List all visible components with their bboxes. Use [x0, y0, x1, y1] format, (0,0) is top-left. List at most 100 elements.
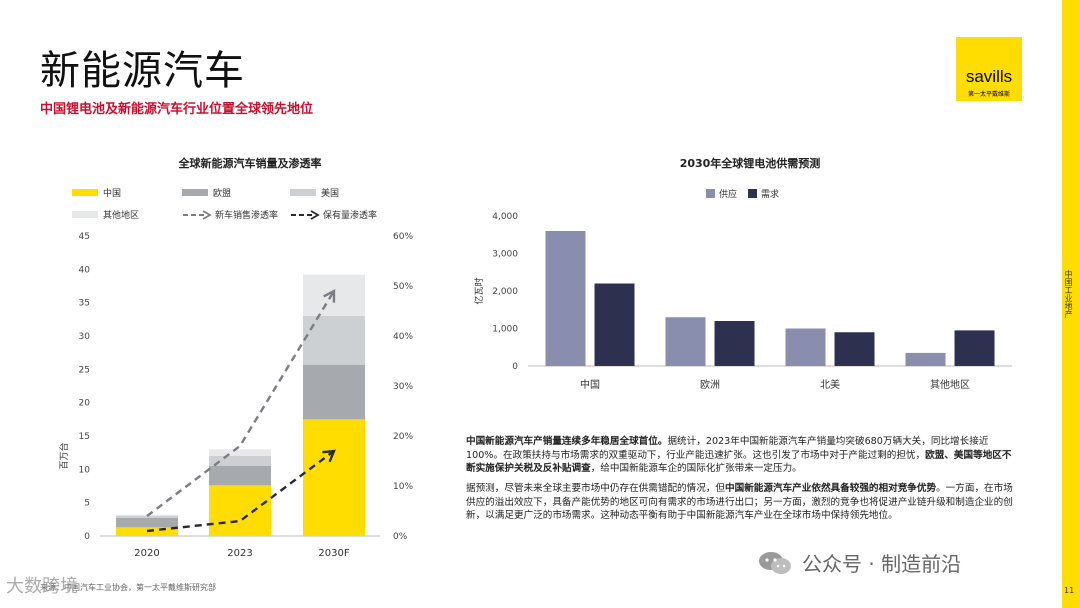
y2-tick-label: 10% — [393, 482, 413, 492]
y-tick-label: 0 — [84, 532, 90, 542]
source-note: 来源：中国汽车工业协会，第一太平戴维斯研究部 — [40, 583, 216, 592]
legend-swatch — [182, 189, 208, 196]
bar — [665, 317, 706, 366]
page-title: 新能源汽车 — [40, 48, 245, 94]
legend-item-stock-penetration: 保有量渗透率 — [290, 208, 377, 221]
legend-label: 供应 — [719, 190, 738, 200]
text-run: 据统计，2023年中国新能源汽车产销量均突破680万辆大关，同比增长接近100%… — [466, 436, 989, 461]
bar — [594, 283, 635, 366]
y-tick-label: 5 — [84, 499, 90, 509]
y2-tick-label: 20% — [393, 432, 413, 442]
bar-segment — [209, 485, 271, 536]
legend-item-eu: 欧盟 — [182, 186, 231, 199]
y2-tick-label: 50% — [393, 282, 413, 292]
x-tick-label: 2020 — [134, 548, 159, 559]
left-chart-title: 全球新能源汽车销量及渗透率 — [178, 157, 322, 170]
corner-watermark: 大数跨境 — [6, 576, 78, 597]
paragraph-1: 中国新能源汽车产销量连续多年稳居全球首位。据统计，2023年中国新能源汽车产销量… — [466, 435, 1018, 476]
side-label: 中国工业地产 — [1064, 270, 1073, 318]
bar-segment — [209, 449, 271, 456]
legend-label: 美国 — [321, 189, 340, 199]
y-axis-label: 百万台 — [58, 442, 70, 469]
y-tick-label: 4,000 — [492, 212, 518, 222]
text-run: 中国新能源汽车产业依然具备较强的相对竞争优势 — [725, 483, 937, 494]
legend-label: 新车销售渗透率 — [215, 211, 279, 221]
legend-swatch — [72, 189, 98, 196]
arrow-head — [323, 289, 336, 303]
x-tick-label: 欧洲 — [700, 379, 720, 391]
bar-segment — [303, 364, 365, 420]
legend-item-demand: 需求 — [748, 187, 779, 200]
legend-item-sales-penetration: 新车销售渗透率 — [182, 208, 278, 221]
logo-word: savills — [965, 67, 1013, 86]
page-number: 11 — [1064, 586, 1075, 595]
y-tick-label: 2,000 — [492, 287, 518, 297]
legend-swatch — [290, 189, 316, 196]
x-tick-label: 中国 — [580, 378, 600, 391]
bar-segment — [116, 527, 178, 536]
bar — [954, 330, 995, 366]
y-tick-label: 35 — [79, 299, 90, 309]
legend-item-supply: 供应 — [706, 187, 737, 200]
y2-tick-label: 60% — [393, 232, 413, 242]
x-tick-label: 北美 — [820, 378, 840, 391]
legend-item-china: 中国 — [72, 186, 121, 199]
legend-swatch — [72, 211, 98, 218]
text-run: 中国新能源汽车产销量连续多年稳居全球首位。 — [466, 436, 668, 447]
legend-label: 保有量渗透率 — [323, 211, 378, 221]
bar — [714, 321, 755, 366]
y-tick-label: 25 — [79, 365, 90, 375]
logo-sub: 第一太平戴维斯 — [967, 91, 1010, 98]
page-subtitle: 中国锂电池及新能源汽车行业位置全球领先地位 — [40, 102, 314, 117]
y2-tick-label: 40% — [393, 332, 413, 342]
y-tick-label: 40 — [79, 265, 91, 275]
bar-segment — [209, 466, 271, 486]
text-run: 据预测，尽管未来全球主要市场中仍存在供需错配的情况，但 — [466, 483, 726, 494]
watermark: 公众号 · 制造前沿 — [758, 548, 961, 577]
x-tick-label: 其他地区 — [930, 378, 970, 391]
bar-segment — [303, 419, 365, 536]
legend-label: 需求 — [761, 190, 780, 200]
legend-label: 其他地区 — [103, 211, 140, 221]
y-tick-label: 3,000 — [492, 250, 518, 260]
right-chart-title: 2030年全球锂电池供需预测 — [679, 157, 821, 170]
legend-label: 中国 — [103, 189, 122, 199]
y-tick-label: 20 — [79, 399, 91, 409]
legend-item-other: 其他地区 — [72, 208, 139, 221]
y-tick-label: 15 — [79, 432, 90, 442]
bar — [545, 231, 586, 366]
y-tick-label: 0 — [512, 362, 518, 372]
x-tick-label: 2023 — [227, 548, 252, 559]
text-run: 欧盟、美国等地区不断实施保护关税及反补贴调查 — [466, 449, 1012, 475]
bar — [905, 352, 946, 366]
legend-swatch — [748, 189, 757, 198]
y2-tick-label: 0% — [393, 532, 408, 542]
watermark-text: 公众号 · 制造前沿 — [802, 552, 962, 576]
bar-segment — [116, 518, 178, 528]
legend-item-us: 美国 — [290, 186, 339, 199]
bar-segment — [209, 456, 271, 466]
savills-logo: savills 第一太平戴维斯 — [956, 37, 1022, 101]
side-bar: 中国工业地产 11 — [1062, 0, 1080, 608]
y-tick-label: 30 — [79, 332, 91, 342]
y-tick-label: 1,000 — [492, 325, 518, 335]
penetration-line — [146, 290, 336, 517]
y-tick-label: 10 — [79, 465, 91, 475]
x-tick-label: 2030F — [318, 548, 349, 559]
dashed-arrow-icon — [183, 209, 212, 220]
y-axis-label: 亿瓦时 — [473, 277, 485, 304]
bar — [785, 328, 826, 366]
text-run: ，给中国新能源车企的国际化扩张带来一定压力。 — [590, 463, 802, 474]
penetration-line — [146, 450, 335, 533]
y2-tick-label: 30% — [393, 382, 413, 392]
paragraph-2: 据预测，尽管未来全球主要市场中仍存在供需错配的情况，但中国新能源汽车产业依然具备… — [466, 482, 1018, 523]
legend-swatch — [706, 189, 715, 198]
y-tick-label: 45 — [79, 232, 90, 242]
arrow-head — [322, 449, 336, 463]
text-run: 。一方面，在市场供应的溢出效应下，具备产能优势的地区可向有需求的市场进行出口；另… — [466, 483, 1013, 521]
wechat-icon — [759, 551, 791, 574]
bar — [834, 332, 875, 366]
bar-segment — [116, 516, 178, 518]
